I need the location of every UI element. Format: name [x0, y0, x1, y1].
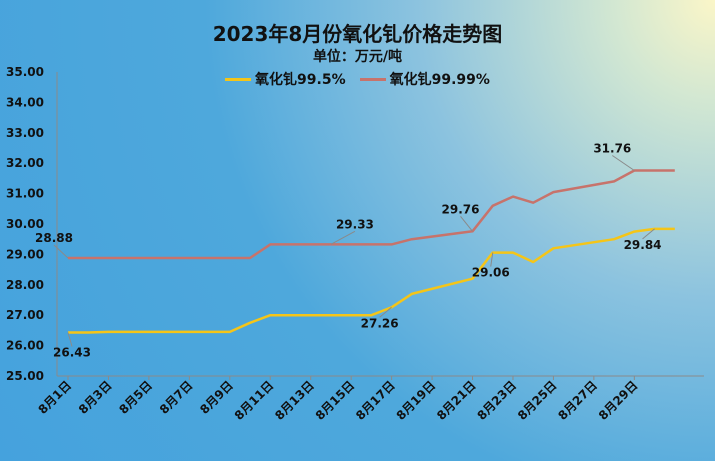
chart-subtitle: 单位：万元/吨: [312, 49, 403, 65]
data-label: 26.43: [53, 346, 91, 360]
x-tick-label: 8月3日: [76, 378, 115, 417]
data-label-leader: [330, 230, 356, 245]
data-label: 29.84: [624, 238, 662, 252]
data-label: 27.26: [361, 316, 399, 330]
y-tick-label: 32.00: [6, 156, 44, 170]
y-tick-label: 34.00: [6, 95, 44, 109]
data-label-leader: [460, 215, 473, 232]
series-line-2: [68, 169, 675, 260]
data-label: 29.76: [442, 202, 480, 216]
x-tick-label: 8月11日: [232, 378, 277, 423]
chart-legend: 氧化钆99.5% 氧化钆99.99%: [0, 69, 715, 89]
legend-item-series-2: 氧化钆99.99%: [359, 69, 490, 89]
x-tick-label: 8月1日: [35, 378, 74, 417]
y-tick-label: 33.00: [6, 126, 44, 140]
data-label-leader: [490, 252, 494, 267]
data-label-leader: [67, 332, 73, 347]
series-line-1: [68, 227, 675, 334]
legend-label-series-2: 氧化钆99.99%: [389, 72, 490, 88]
data-label: 29.33: [336, 217, 374, 231]
data-label-leader: [642, 228, 655, 240]
x-tick-label: 8月13日: [272, 378, 317, 423]
y-tick-label: 28.00: [6, 278, 44, 292]
y-tick-label: 27.00: [6, 308, 44, 322]
y-tick-label: 31.00: [6, 187, 44, 201]
x-tick-label: 8月19日: [394, 378, 439, 423]
y-tick-label: 35.00: [6, 65, 44, 79]
data-label: 31.76: [593, 141, 631, 155]
x-tick-label: 8月27日: [555, 378, 600, 423]
x-tick-label: 8月9日: [197, 378, 236, 417]
legend-swatch-series-2: [359, 77, 386, 81]
x-tick-label: 8月21日: [434, 378, 479, 423]
x-tick-label: 8月23日: [474, 378, 519, 423]
chart-title: 2023年8月份氧化钆价格走势图: [212, 22, 503, 46]
data-label-leader: [53, 244, 69, 259]
y-tick-label: 25.00: [6, 369, 44, 383]
x-tick-label: 8月17日: [353, 378, 398, 423]
data-label-leader: [612, 155, 635, 171]
x-tick-label: 8月29日: [596, 378, 641, 423]
y-tick-label: 26.00: [6, 339, 44, 353]
y-tick-label: 30.00: [6, 217, 44, 231]
legend-label-series-1: 氧化钆99.5%: [255, 72, 346, 88]
x-tick-label: 8月5日: [116, 378, 155, 417]
x-tick-label: 8月7日: [157, 378, 196, 417]
y-tick-label: 29.00: [6, 247, 44, 261]
x-tick-label: 8月15日: [313, 378, 358, 423]
x-tick-label: 8月25日: [515, 378, 560, 423]
legend-item-series-1: 氧化钆99.5%: [225, 69, 346, 89]
legend-swatch-series-1: [225, 77, 252, 81]
data-label: 28.88: [35, 231, 73, 245]
data-label-leader: [379, 306, 392, 318]
data-label: 29.06: [472, 266, 510, 280]
